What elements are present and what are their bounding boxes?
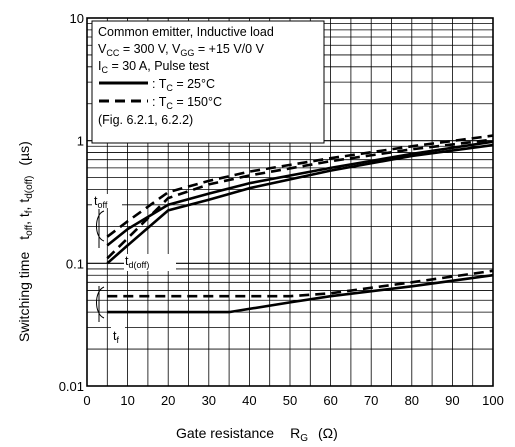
legend-line-voltages: VCC = 300 V, VGG = +15 V/0 V <box>98 42 265 58</box>
x-tick-label: 50 <box>283 393 297 408</box>
x-tick-label: 60 <box>323 393 337 408</box>
label-tdoff: td(off) <box>125 254 149 270</box>
legend-line-current: IC = 30 A, Pulse test <box>98 59 210 75</box>
label-tf: tf <box>113 329 119 345</box>
legend-entry-150c: : TC = 150°C <box>152 95 222 111</box>
series-t-d-off--dashed <box>106 138 494 260</box>
series-t-f-dashed <box>107 269 494 298</box>
bracket-tf <box>96 286 105 319</box>
x-tick-label: 20 <box>161 393 175 408</box>
series-t-d-off--solid <box>106 143 494 265</box>
x-tick-label: 100 <box>482 393 504 408</box>
y-tick-label: 10 <box>70 11 84 26</box>
x-axis-title: Gate resistance RG (Ω) <box>176 425 338 444</box>
y-axis-title: Switching timetoff, tf, td(off)(µs) <box>16 141 35 342</box>
x-tick-label: 30 <box>202 393 216 408</box>
label-toff: toff <box>94 194 108 210</box>
x-tick-label: 90 <box>445 393 459 408</box>
y-tick-label: 0.01 <box>59 379 84 394</box>
legend-figure-ref: (Fig. 6.2.1, 6.2.2) <box>98 113 193 127</box>
x-tick-label: 40 <box>242 393 256 408</box>
legend-entry-25c: : TC = 25°C <box>152 77 215 93</box>
tick-labels: 0 10 20 30 40 50 60 70 80 90 100 0.01 0.1 1 10 <box>59 11 504 408</box>
legend-line-conditions: Common emitter, Inductive load <box>98 25 274 39</box>
plot-frame <box>86 17 494 387</box>
x-tick-label: 10 <box>120 393 134 408</box>
bracket-toff <box>96 210 105 242</box>
series-t-f-solid <box>107 273 494 314</box>
x-tick-label: 80 <box>405 393 419 408</box>
series-t-off-dashed <box>106 134 494 238</box>
chart-series <box>106 134 494 314</box>
curve-annotations: toff td(off) tf <box>92 194 176 345</box>
x-tick-label: 0 <box>83 393 90 408</box>
series-t-off-solid <box>106 140 494 247</box>
legend: Common emitter, Inductive load VCC = 300… <box>91 20 325 144</box>
y-tick-label: 1 <box>77 134 84 149</box>
x-tick-label: 70 <box>364 393 378 408</box>
y-tick-label: 0.1 <box>66 256 84 271</box>
